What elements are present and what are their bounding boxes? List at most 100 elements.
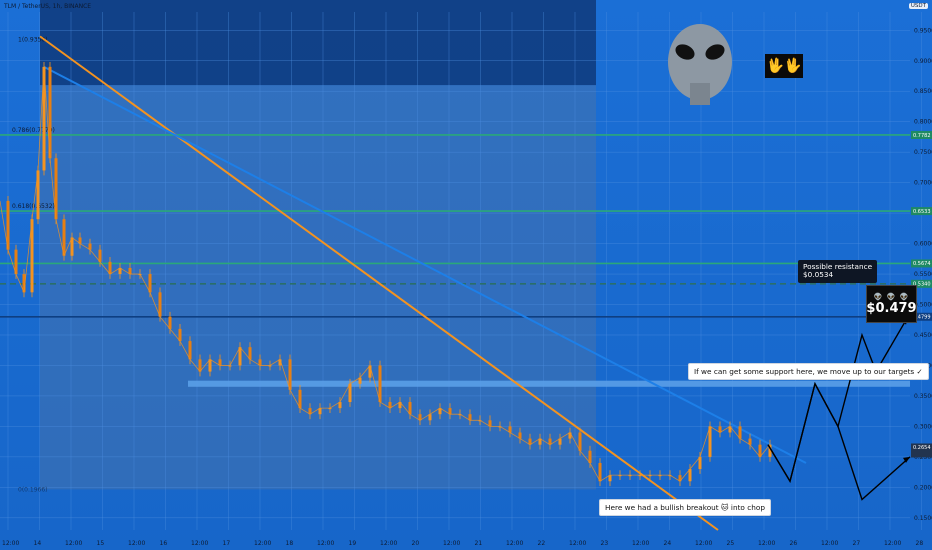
candle-body-66 (628, 475, 632, 477)
alien-right-eye (705, 44, 725, 60)
candle-body-37 (338, 402, 342, 409)
x-tick-label-28: 12:00 (884, 540, 901, 547)
alien-price-value: 0.479 (875, 300, 917, 316)
candle-body-31 (278, 359, 282, 366)
x-tick-label-17: 22 (538, 540, 546, 547)
level-badge-1 (911, 207, 932, 216)
history-shade-box (40, 85, 596, 490)
alien-price-tag: 👽 👽 👽 $0.479 (866, 285, 917, 323)
level-badge-2 (911, 259, 932, 268)
possible-resistance-note: Possible resistance $0.0534 (798, 260, 878, 283)
candle-body-20 (168, 316, 172, 329)
level-badge-0 (911, 130, 932, 139)
projection-path-alt (767, 381, 911, 501)
candle-body-7 (48, 66, 52, 159)
candle-body-43 (398, 402, 402, 409)
alien-target-price: $0.479 (866, 301, 916, 316)
candle-body-63 (598, 462, 602, 482)
candle-body-71 (678, 475, 682, 482)
candle-body-10 (70, 237, 74, 256)
candle-body-15 (118, 267, 122, 275)
currency-badge[interactable]: USDT (908, 3, 928, 9)
candle-body-36 (328, 408, 332, 410)
candle-body-57 (538, 438, 542, 445)
candle-body-68 (648, 475, 652, 477)
x-tick-label-16: 12:00 (506, 540, 523, 547)
support-band (188, 380, 910, 387)
x-tick-label-21: 24 (664, 540, 672, 547)
candle-body-18 (148, 274, 152, 293)
y-tick-label-16: 0.1500 (914, 515, 932, 522)
fib-label-0: 0.786(0.7779) (12, 127, 55, 134)
candle-body-73 (698, 456, 702, 470)
x-tick-label-24: 12:00 (758, 540, 775, 547)
candle-body-50 (468, 414, 472, 421)
candle-body-55 (518, 432, 522, 439)
candle-body-32 (288, 359, 292, 390)
x-tick-label-14: 12:00 (443, 540, 460, 547)
candle-body-75 (718, 426, 722, 433)
candle-body-67 (638, 475, 642, 477)
x-tick-label-18: 12:00 (569, 540, 586, 547)
candle-body-28 (248, 347, 252, 360)
candle-body-38 (348, 383, 352, 403)
current-price-text: 0.2654 (913, 445, 931, 451)
candle-body-53 (498, 426, 502, 428)
x-tick-label-1: 14 (34, 540, 42, 547)
candle-body-3 (22, 274, 26, 293)
x-tick-label-11: 19 (349, 540, 357, 547)
level-price-1: 0.6533 (913, 209, 931, 215)
x-tick-label-8: 12:00 (254, 540, 271, 547)
level-badge-4 (911, 312, 932, 321)
candle-body-72 (688, 469, 692, 482)
price-line (0, 66, 771, 482)
blue-trendline (43, 65, 807, 464)
x-tick-label-5: 16 (160, 540, 168, 547)
candle-body-56 (528, 438, 532, 445)
x-tick-label-19: 23 (601, 540, 609, 547)
orange-trendline (39, 35, 719, 531)
x-tick-label-6: 12:00 (191, 540, 208, 547)
candle-body-33 (298, 389, 302, 409)
x-tick-label-4: 12:00 (128, 540, 145, 547)
candle-body-21 (178, 328, 182, 342)
candle-body-65 (618, 475, 622, 477)
candle-body-51 (478, 420, 482, 422)
symbol-title: TLM / TetherUS, 1h, BINANCE (4, 3, 92, 10)
candle-body-1 (6, 200, 10, 250)
fib-top-label: 1(0.9350) (18, 36, 48, 43)
x-tick-label-27: 27 (853, 540, 861, 547)
fib-bottom-label: 0(0.1966) (18, 486, 48, 493)
candle-body-5 (36, 170, 40, 220)
candle-body-26 (228, 365, 232, 367)
candle-body-19 (158, 292, 162, 317)
candle-body-70 (668, 475, 672, 477)
candle-body-41 (378, 365, 382, 403)
x-tick-label-7: 17 (223, 540, 231, 547)
x-tick-label-26: 12:00 (821, 540, 838, 547)
candle-body-25 (218, 359, 222, 366)
x-tick-label-2: 12:00 (65, 540, 82, 547)
candle-body-78 (748, 438, 752, 445)
candle-body-9 (62, 219, 66, 256)
candle-body-44 (408, 402, 412, 415)
candle-body-39 (358, 377, 362, 384)
candle-body-12 (88, 243, 92, 250)
candle-body-61 (578, 432, 582, 451)
vulcan-hands-icon: 🖖🖖 (765, 54, 803, 78)
candle-body-64 (608, 475, 612, 482)
candle-body-40 (368, 365, 372, 378)
candle-body-24 (208, 359, 212, 372)
projection-arrowhead-alt (903, 456, 910, 463)
x-tick-label-25: 26 (790, 540, 798, 547)
possible-resistance-title: Possible resistance (803, 262, 873, 271)
x-tick-label-22: 12:00 (695, 540, 712, 547)
